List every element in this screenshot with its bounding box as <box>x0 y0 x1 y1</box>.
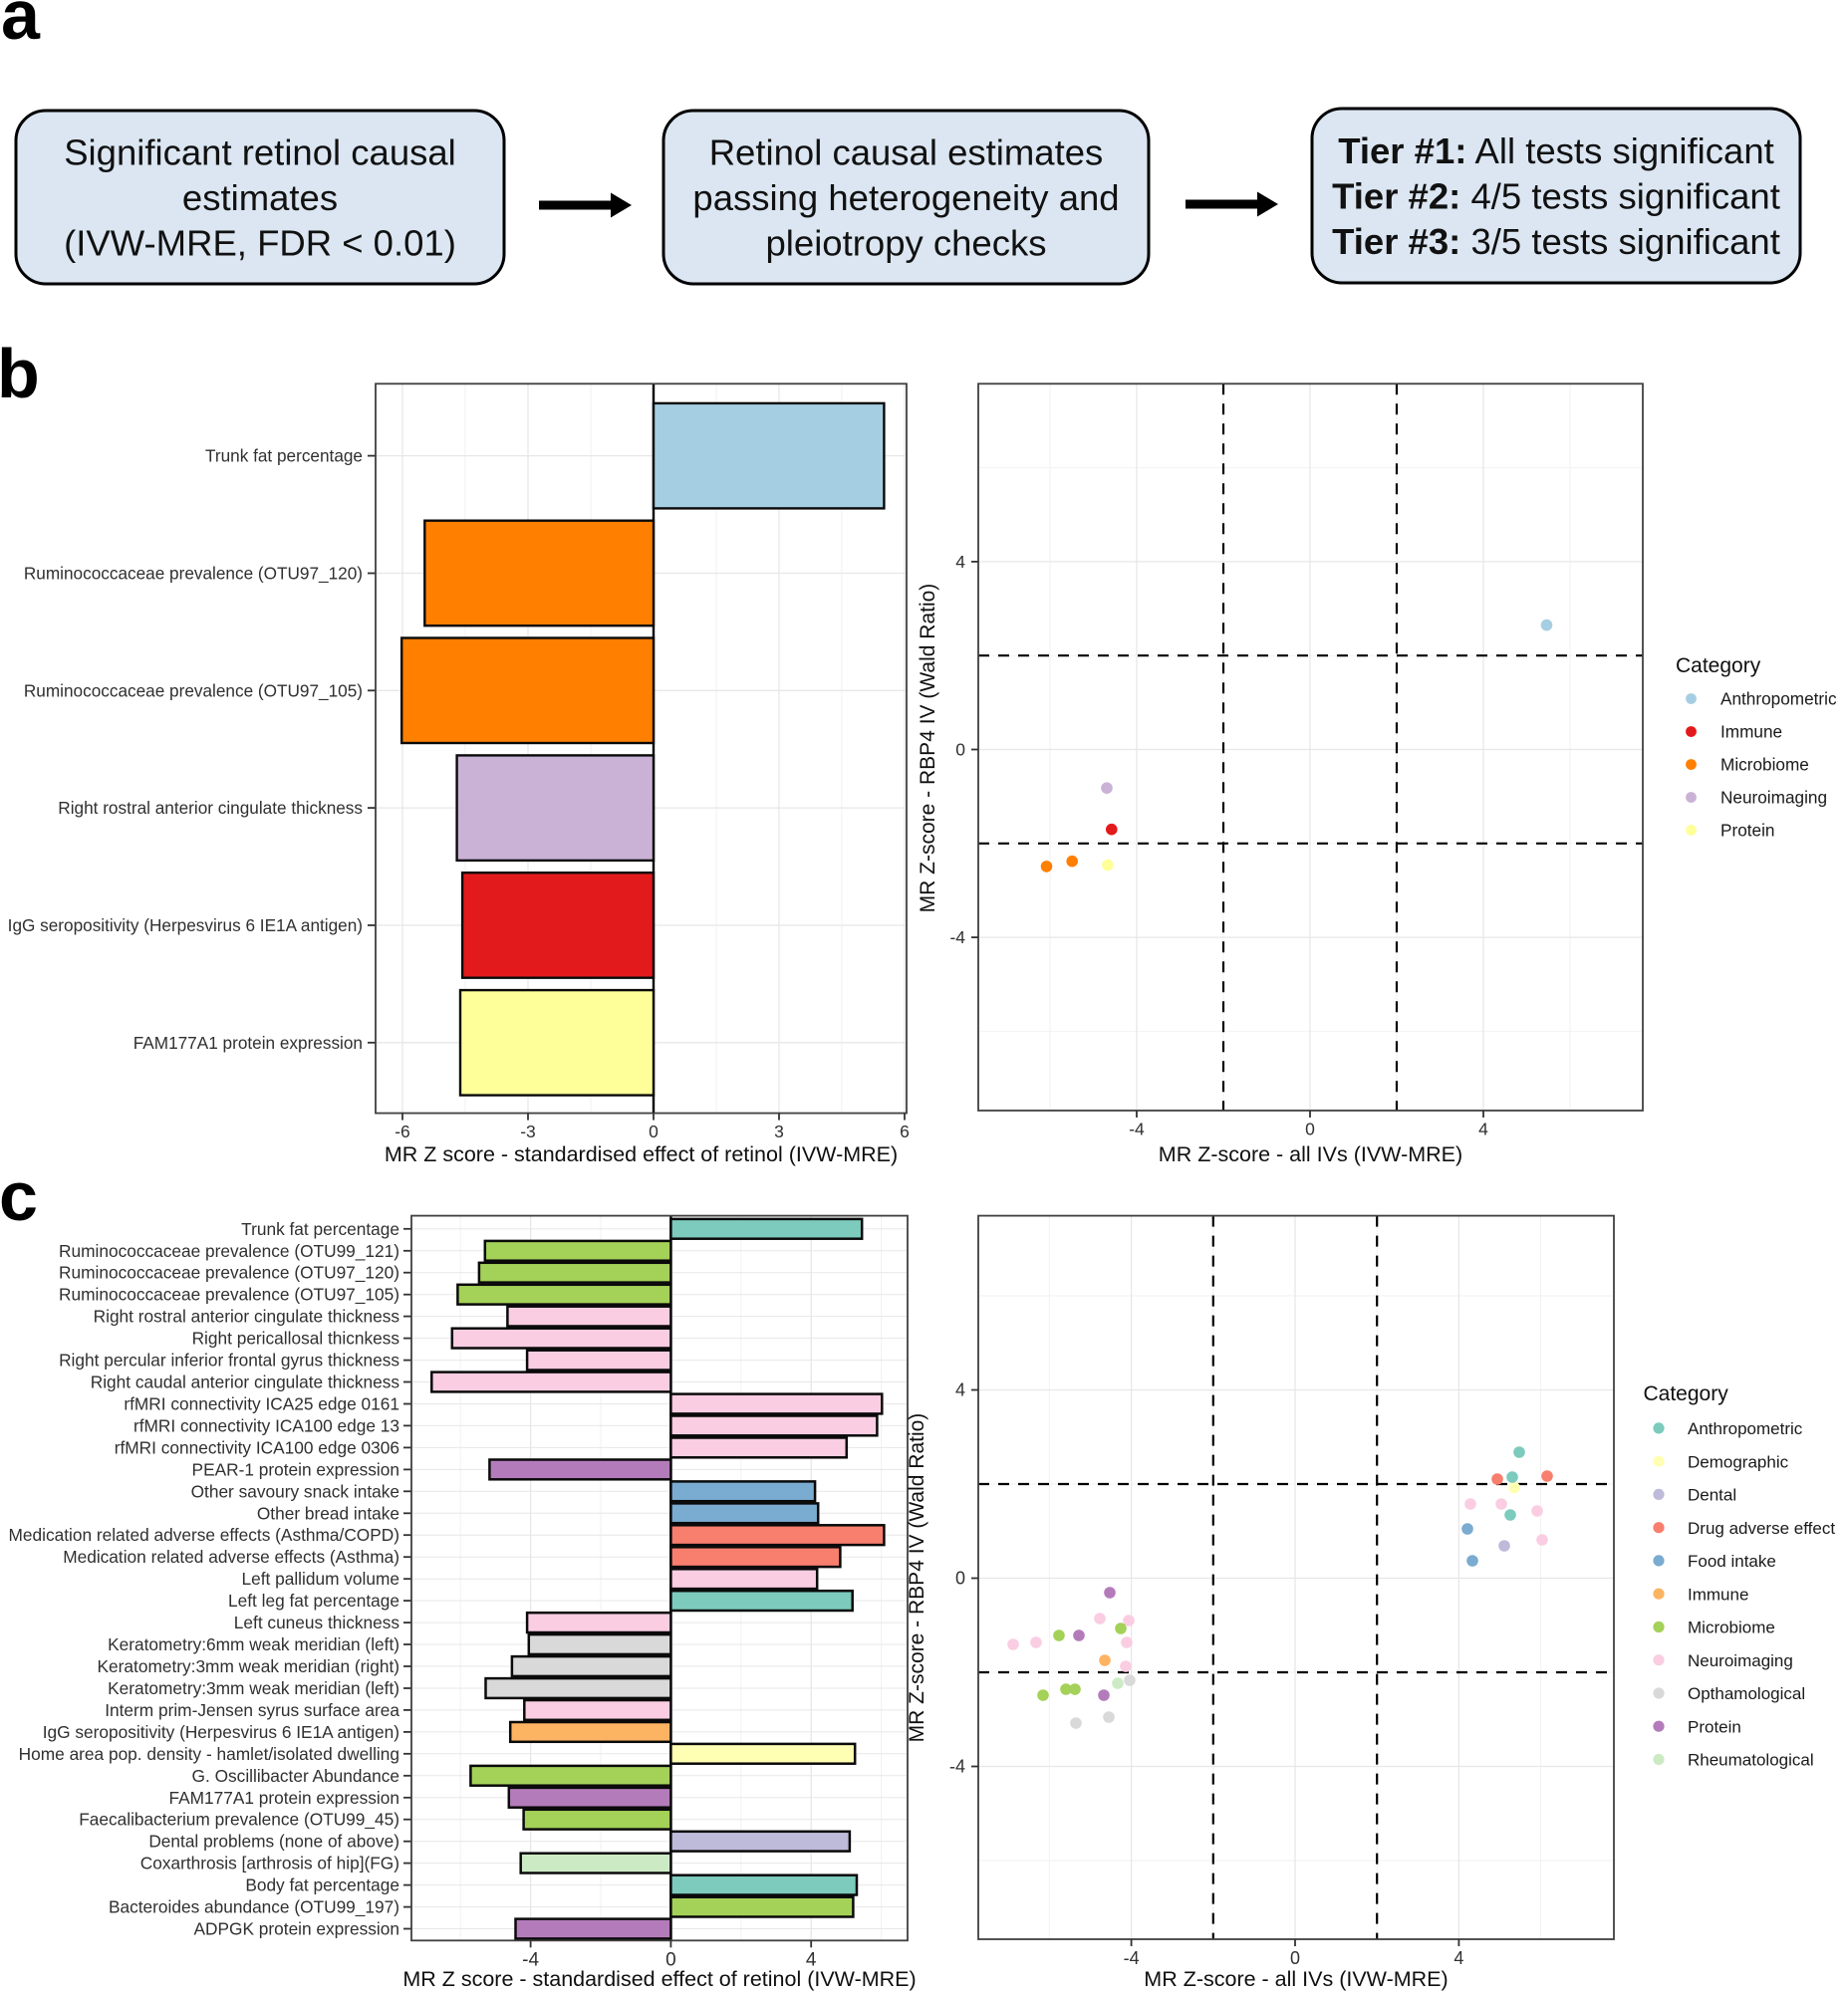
svg-text:-6: -6 <box>395 1122 410 1141</box>
svg-text:4: 4 <box>1453 1948 1463 1968</box>
svg-text:PEAR-1 protein expression: PEAR-1 protein expression <box>192 1459 399 1479</box>
svg-text:Keratometry:3mm weak meridian: Keratometry:3mm weak meridian (right) <box>98 1656 399 1676</box>
svg-text:Protein: Protein <box>1688 1717 1741 1736</box>
svg-text:Dental problems (none of above: Dental problems (none of above) <box>148 1832 399 1852</box>
svg-text:Drug adverse effect: Drug adverse effect <box>1688 1519 1835 1538</box>
svg-text:4: 4 <box>955 1380 965 1400</box>
svg-text:0: 0 <box>955 740 965 760</box>
svg-text:-4: -4 <box>522 1949 539 1970</box>
svg-text:Coxarthrosis [arthrosis of hip: Coxarthrosis [arthrosis of hip](FG) <box>140 1854 399 1873</box>
svg-text:Left cuneus thickness: Left cuneus thickness <box>234 1613 400 1632</box>
svg-text:Ruminococcaceae prevalence (OT: Ruminococcaceae prevalence (OTU97_120) <box>24 564 363 584</box>
svg-text:Ruminococcaceae prevalence (OT: Ruminococcaceae prevalence (OTU97_105) <box>59 1285 399 1305</box>
svg-text:FAM177A1 protein expression: FAM177A1 protein expression <box>133 1033 363 1053</box>
svg-text:Other savoury snack intake: Other savoury snack intake <box>191 1481 399 1501</box>
svg-text:-4: -4 <box>1129 1120 1145 1139</box>
svg-text:0: 0 <box>1305 1120 1315 1139</box>
svg-text:Trunk fat percentage: Trunk fat percentage <box>205 446 363 466</box>
svg-text:Ruminococcaceae prevalence (OT: Ruminococcaceae prevalence (OTU97_120) <box>59 1263 399 1283</box>
svg-text:-4: -4 <box>949 927 965 947</box>
svg-text:0: 0 <box>1290 1948 1300 1968</box>
svg-text:Right pericallosal thicnkess: Right pericallosal thicnkess <box>192 1329 400 1349</box>
svg-text:MR Z score - standardised effe: MR Z score - standardised effect of reti… <box>385 1142 898 1166</box>
svg-text:MR Z-score - RBP4 IV (Wald Rat: MR Z-score - RBP4 IV (Wald Ratio) <box>917 584 939 913</box>
svg-text:Right caudal anterior cingulat: Right caudal anterior cingulate thicknes… <box>91 1373 400 1392</box>
svg-text:Bacteroides abundance (OTU99_1: Bacteroides abundance (OTU99_197) <box>109 1897 399 1917</box>
svg-text:Anthropometric: Anthropometric <box>1688 1419 1803 1438</box>
svg-text:4: 4 <box>1478 1120 1488 1139</box>
svg-text:passing heterogeneity and: passing heterogeneity and <box>692 177 1119 218</box>
svg-text:rfMRI connectivity ICA100 edge: rfMRI connectivity ICA100 edge 0306 <box>115 1437 399 1457</box>
svg-text:IgG seropositivity (Herpesviru: IgG seropositivity (Herpesvirus 6 IE1A a… <box>43 1722 399 1742</box>
svg-text:Keratometry:6mm weak meridian: Keratometry:6mm weak meridian (left) <box>108 1634 399 1654</box>
svg-text:Protein: Protein <box>1720 821 1774 841</box>
svg-text:4: 4 <box>806 1949 817 1970</box>
svg-text:Food intake: Food intake <box>1688 1552 1776 1571</box>
svg-text:Left pallidum volume: Left pallidum volume <box>242 1569 400 1589</box>
svg-text:IgG seropositivity (Herpesviru: IgG seropositivity (Herpesvirus 6 IE1A a… <box>8 915 363 935</box>
svg-text:Category: Category <box>1644 1382 1729 1405</box>
svg-text:Body fat percentage: Body fat percentage <box>245 1875 399 1895</box>
svg-text:Opthamological: Opthamological <box>1688 1684 1805 1703</box>
svg-text:Interm prim-Jensen syrus surfa: Interm prim-Jensen syrus surface area <box>105 1700 399 1720</box>
svg-text:4: 4 <box>955 552 965 572</box>
svg-text:Significant retinol causal: Significant retinol causal <box>64 131 456 172</box>
svg-text:Keratometry:3mm weak meridian: Keratometry:3mm weak meridian (left) <box>108 1678 399 1698</box>
svg-text:c: c <box>0 1157 38 1235</box>
svg-text:0: 0 <box>649 1122 659 1141</box>
svg-text:-4: -4 <box>949 1757 965 1777</box>
svg-text:Ruminococcaceae prevalence (OT: Ruminococcaceae prevalence (OTU99_121) <box>59 1241 399 1261</box>
svg-text:Demographic: Demographic <box>1688 1452 1789 1471</box>
svg-text:(IVW-MRE, FDR < 0.01): (IVW-MRE, FDR < 0.01) <box>64 222 456 263</box>
svg-text:Trunk fat percentage: Trunk fat percentage <box>241 1219 399 1239</box>
svg-text:Tier #2: 4/5 tests significant: Tier #2: 4/5 tests significant <box>1332 175 1780 216</box>
svg-text:MR Z-score - all IVs (IVW-MRE): MR Z-score - all IVs (IVW-MRE) <box>1144 1967 1448 1991</box>
svg-text:Retinol causal estimates: Retinol causal estimates <box>709 131 1104 172</box>
svg-text:b: b <box>0 335 40 412</box>
svg-text:Left leg fat percentage: Left leg fat percentage <box>228 1591 399 1611</box>
svg-text:Medication related adverse eff: Medication related adverse effects (Asth… <box>8 1525 399 1545</box>
svg-text:estimates: estimates <box>182 177 338 218</box>
svg-text:Dental: Dental <box>1688 1486 1736 1505</box>
svg-text:MR Z score - standardised effe: MR Z score - standardised effect of reti… <box>402 1967 916 1991</box>
svg-text:Neuroimaging: Neuroimaging <box>1688 1651 1793 1670</box>
svg-text:-4: -4 <box>1124 1948 1140 1968</box>
svg-text:0: 0 <box>665 1949 676 1970</box>
svg-text:6: 6 <box>900 1122 910 1141</box>
svg-text:Immune: Immune <box>1688 1585 1748 1604</box>
svg-text:Right rostral anterior cingula: Right rostral anterior cingulate thickne… <box>94 1307 400 1327</box>
svg-text:3: 3 <box>774 1122 784 1141</box>
svg-text:Microbiome: Microbiome <box>1688 1619 1775 1637</box>
svg-text:Tier #3: 3/5 tests significant: Tier #3: 3/5 tests significant <box>1332 221 1780 262</box>
svg-text:Other bread intake: Other bread intake <box>257 1503 399 1523</box>
svg-text:-3: -3 <box>520 1122 536 1141</box>
svg-text:Rheumatological: Rheumatological <box>1688 1751 1814 1770</box>
svg-text:Faecalibacterium prevalence (O: Faecalibacterium prevalence (OTU99_45) <box>79 1810 399 1830</box>
svg-text:rfMRI connectivity ICA100 edge: rfMRI connectivity ICA100 edge 13 <box>133 1415 399 1435</box>
svg-text:Category: Category <box>1676 654 1761 677</box>
svg-text:pleiotropy checks: pleiotropy checks <box>765 222 1046 263</box>
svg-text:G. Oscillibacter Abundance: G. Oscillibacter Abundance <box>192 1766 399 1786</box>
svg-text:a: a <box>1 0 41 54</box>
svg-text:0: 0 <box>955 1569 965 1589</box>
svg-text:Home area pop. density - hamle: Home area pop. density - hamlet/isolated… <box>19 1744 399 1764</box>
svg-text:Medication related adverse eff: Medication related adverse effects (Asth… <box>63 1547 399 1567</box>
svg-text:FAM177A1 protein expression: FAM177A1 protein expression <box>168 1788 399 1808</box>
svg-text:MR Z-score - all IVs (IVW-MRE): MR Z-score - all IVs (IVW-MRE) <box>1159 1142 1462 1166</box>
svg-text:Neuroimaging: Neuroimaging <box>1720 788 1827 808</box>
svg-text:Immune: Immune <box>1720 722 1782 742</box>
svg-text:Microbiome: Microbiome <box>1720 755 1809 775</box>
svg-text:Right percular inferior fronta: Right percular inferior frontal gyrus th… <box>59 1351 399 1371</box>
svg-text:ADPGK protein expression: ADPGK protein expression <box>193 1919 399 1939</box>
svg-text:Ruminococcaceae prevalence (OT: Ruminococcaceae prevalence (OTU97_105) <box>24 680 363 700</box>
svg-text:Right rostral anterior cingula: Right rostral anterior cingulate thickne… <box>58 798 363 818</box>
svg-text:Tier #1: All tests significant: Tier #1: All tests significant <box>1338 130 1774 171</box>
svg-text:Anthropometric: Anthropometric <box>1720 689 1837 709</box>
svg-text:MR Z-score - RBP4 IV (Wald Rat: MR Z-score - RBP4 IV (Wald Ratio) <box>906 1413 928 1743</box>
svg-text:rfMRI connectivity ICA25 edge: rfMRI connectivity ICA25 edge 0161 <box>124 1394 399 1414</box>
